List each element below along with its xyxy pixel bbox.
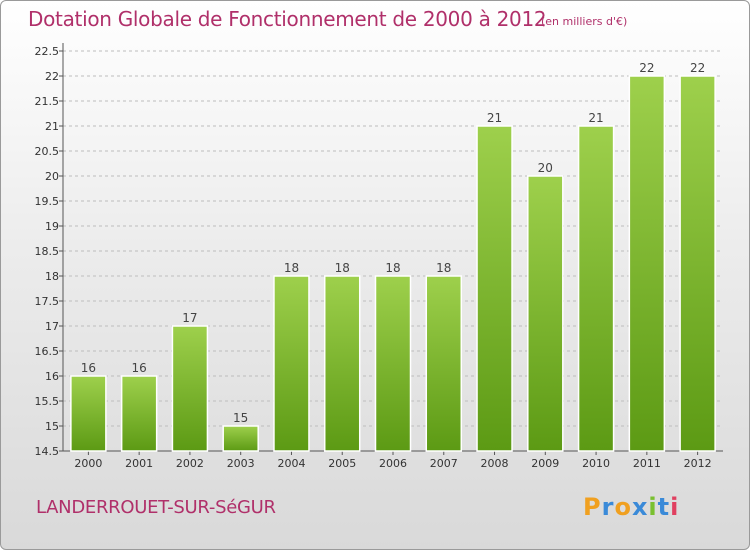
bar-value-label: 18 <box>284 261 299 275</box>
y-tick-label: 22.5 <box>35 45 60 58</box>
bar-value-label: 20 <box>538 161 553 175</box>
bar <box>70 375 107 452</box>
y-tick-label: 18.5 <box>35 245 60 258</box>
bar <box>323 275 361 452</box>
x-tick-label: 2005 <box>328 457 356 470</box>
y-tick-label: 20 <box>45 170 59 183</box>
y-tick-label: 22 <box>45 70 59 83</box>
bar <box>425 275 463 452</box>
y-tick-label: 19.5 <box>35 195 60 208</box>
bar <box>679 75 716 452</box>
proxiti-logo: Proxiti <box>583 493 679 521</box>
y-tick-label: 16.5 <box>35 345 60 358</box>
commune-name: LANDERROUET-SUR-SéGUR <box>36 497 276 518</box>
bar <box>171 325 209 452</box>
bar <box>222 425 259 452</box>
bar <box>374 275 412 452</box>
x-tick-label: 2001 <box>125 457 153 470</box>
y-tick-label: 19 <box>45 220 59 233</box>
chart-title: Dotation Globale de Fonctionnement de 20… <box>28 7 547 31</box>
y-tick-label: 14.5 <box>35 445 60 458</box>
logo-letter: x <box>631 493 649 521</box>
bar-value-label: 16 <box>81 361 96 375</box>
bar-value-label: 17 <box>182 311 197 325</box>
x-tick-label: 2000 <box>74 457 102 470</box>
x-tick-label: 2011 <box>633 457 661 470</box>
labels: 14.5 15 15.5 16 16.5 17 17.5 18 18.5 19 19.5 20 20.5… <box>35 45 712 470</box>
bars <box>70 75 716 452</box>
y-tick-label: 17.5 <box>35 295 60 308</box>
y-tick-label: 18 <box>45 270 59 283</box>
bar-value-label: 18 <box>385 261 400 275</box>
logo-letter: P <box>583 493 602 521</box>
bar <box>120 375 158 452</box>
x-tick-label: 2009 <box>531 457 559 470</box>
bar-value-label: 18 <box>436 261 451 275</box>
y-tick-label: 21.5 <box>35 95 60 108</box>
bar-value-label: 15 <box>233 411 248 425</box>
bar <box>527 175 564 452</box>
y-tick-label: 15.5 <box>35 395 60 408</box>
x-tick-label: 2003 <box>227 457 255 470</box>
logo-letter: r <box>601 493 615 521</box>
y-tick-label: 20.5 <box>35 145 60 158</box>
bar-value-label: 22 <box>639 61 654 75</box>
y-tick-label: 17 <box>45 320 59 333</box>
bar-value-label: 21 <box>588 111 603 125</box>
bar <box>273 275 310 452</box>
logo-letter: i <box>670 493 680 521</box>
x-tick-label: 2010 <box>582 457 610 470</box>
bar-value-label: 18 <box>335 261 350 275</box>
bar-value-label: 21 <box>487 111 502 125</box>
x-tick-label: 2006 <box>379 457 407 470</box>
x-tick-label: 2002 <box>176 457 204 470</box>
x-tick-label: 2007 <box>430 457 458 470</box>
x-tick-label: 2004 <box>277 457 305 470</box>
logo-letter: o <box>614 493 632 521</box>
y-tick-label: 21 <box>45 120 59 133</box>
x-tick-label: 2008 <box>481 457 509 470</box>
bar <box>476 125 513 452</box>
y-tick-label: 16 <box>45 370 59 383</box>
bar-value-label: 22 <box>690 61 705 75</box>
chart-unit: (en milliers d'€) <box>541 15 628 28</box>
y-tick-label: 15 <box>45 420 59 433</box>
logo-letter: i <box>648 493 658 521</box>
bar-value-label: 16 <box>132 361 147 375</box>
bar <box>577 125 615 452</box>
bar <box>628 75 666 452</box>
x-tick-label: 2012 <box>684 457 712 470</box>
logo-letter: t <box>657 493 671 521</box>
